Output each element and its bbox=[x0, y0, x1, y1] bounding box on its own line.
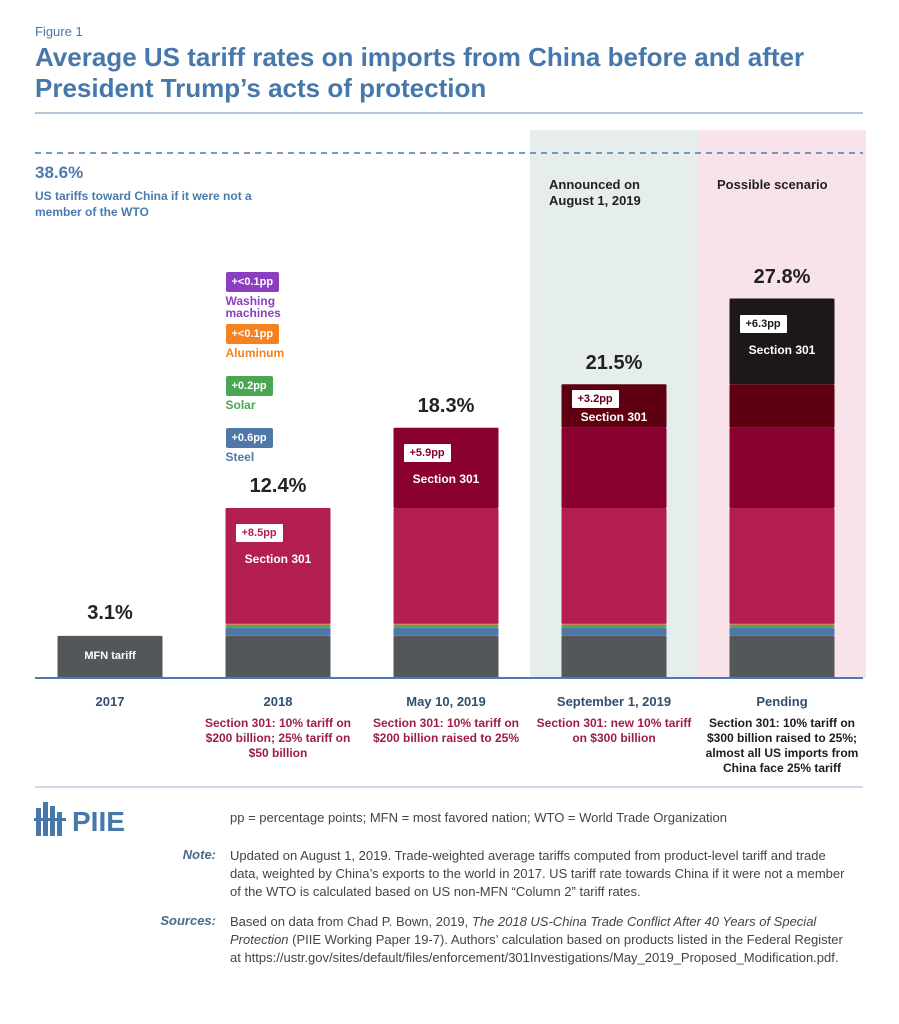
chart-title: Average US tariff rates on imports from … bbox=[35, 42, 805, 103]
note: Updated on August 1, 2019. Trade-weighte… bbox=[230, 848, 845, 899]
highlight-label: Announced on August 1, 2019 bbox=[549, 177, 641, 208]
sources-text: Based on data from Chad P. Bown, 2019, bbox=[230, 914, 472, 929]
bar-segment bbox=[561, 624, 667, 625]
sources-title: The 2018 US-China Trade Conflict After 4… bbox=[230, 914, 817, 947]
total-label: 18.3% bbox=[417, 395, 475, 418]
total-label: 27.8% bbox=[753, 265, 811, 288]
reference-label: 38.6% bbox=[35, 163, 84, 183]
bar-segment bbox=[393, 624, 499, 625]
bar-segment bbox=[729, 624, 835, 625]
total-label: 3.1% bbox=[87, 601, 133, 624]
logo: PIIE bbox=[72, 806, 125, 837]
bar-segment bbox=[561, 627, 667, 636]
bar-segment bbox=[561, 508, 667, 624]
x-tick-label: 2017 bbox=[95, 694, 125, 709]
bar-segment bbox=[225, 627, 331, 636]
bar-segment bbox=[225, 623, 331, 625]
highlight-label: Possible scenario bbox=[717, 177, 828, 192]
total-label: 21.5% bbox=[585, 351, 643, 374]
bar-segment bbox=[393, 627, 499, 636]
sources-text: (PIIE Working Paper 19-7). Authors’ calc… bbox=[230, 932, 843, 965]
bar-segment bbox=[729, 623, 835, 625]
value-label: +6.3pp bbox=[739, 314, 787, 333]
logo-icon bbox=[34, 802, 66, 836]
bar-segment bbox=[729, 508, 835, 624]
bar-segment bbox=[393, 635, 499, 678]
bar-segment bbox=[393, 427, 499, 508]
sources-label: Sources: bbox=[160, 913, 216, 928]
bar-segment bbox=[561, 624, 667, 628]
series-label: Washing machines bbox=[225, 294, 281, 321]
bar-segment bbox=[729, 298, 835, 385]
value-label: +3.2pp bbox=[571, 390, 619, 409]
bar-segment bbox=[393, 508, 499, 624]
category-note: Section 301: 10% tariff on $300 billion … bbox=[705, 716, 859, 775]
abbreviations: pp = percentage points; MFN = most favor… bbox=[230, 810, 728, 825]
bar-segment bbox=[57, 635, 163, 678]
sources: Based on data from Chad P. Bown, 2019, T… bbox=[230, 913, 855, 967]
bar-segment bbox=[729, 384, 835, 428]
x-tick-label: May 10, 2019 bbox=[406, 694, 486, 709]
series-label: Section 301 bbox=[412, 471, 480, 486]
total-label: 12.4% bbox=[249, 475, 307, 498]
value-label: +<0.1pp bbox=[225, 324, 280, 345]
bar-segment bbox=[561, 623, 667, 625]
value-label: +8.5pp bbox=[235, 524, 283, 542]
series-label: Steel bbox=[225, 450, 255, 465]
series-label: MFN tariff bbox=[84, 649, 136, 662]
value-label: +5.9pp bbox=[403, 443, 451, 462]
category-note: Section 301: 10% tariff on $200 billion … bbox=[372, 716, 520, 745]
value-label: +0.6pp bbox=[225, 428, 273, 449]
reference-text: US tariffs toward China if it were not a… bbox=[35, 189, 252, 220]
category-note: Section 301: new 10% tariff on $300 bill… bbox=[536, 716, 692, 745]
series-label: Section 301 bbox=[580, 410, 648, 425]
bar-segment bbox=[393, 624, 499, 628]
figure-label: Figure 1 bbox=[35, 24, 83, 39]
series-label: Section 301 bbox=[748, 342, 816, 357]
category-note: Section 301: 10% tariff on $200 billion;… bbox=[204, 716, 352, 760]
note-label: Note: bbox=[182, 847, 216, 862]
series-label: Section 301 bbox=[244, 552, 312, 566]
series-label: Solar bbox=[225, 398, 256, 413]
bar-segment bbox=[225, 624, 331, 628]
bar-segment bbox=[225, 635, 331, 678]
x-tick-label: Pending bbox=[756, 694, 808, 709]
bar-segment bbox=[729, 627, 835, 636]
value-label: +0.2pp bbox=[225, 376, 273, 397]
value-label: +<0.1pp bbox=[225, 272, 280, 293]
x-tick-label: 2018 bbox=[263, 694, 293, 709]
bar-segment bbox=[561, 427, 667, 508]
series-label: Aluminum bbox=[225, 346, 285, 361]
x-tick-label: September 1, 2019 bbox=[556, 694, 672, 709]
bar-segment bbox=[729, 624, 835, 628]
bar-segment bbox=[393, 623, 499, 625]
bar-segment bbox=[561, 635, 667, 678]
bar-segment bbox=[729, 427, 835, 508]
bar-segment bbox=[225, 624, 331, 625]
bar-segment bbox=[729, 635, 835, 678]
